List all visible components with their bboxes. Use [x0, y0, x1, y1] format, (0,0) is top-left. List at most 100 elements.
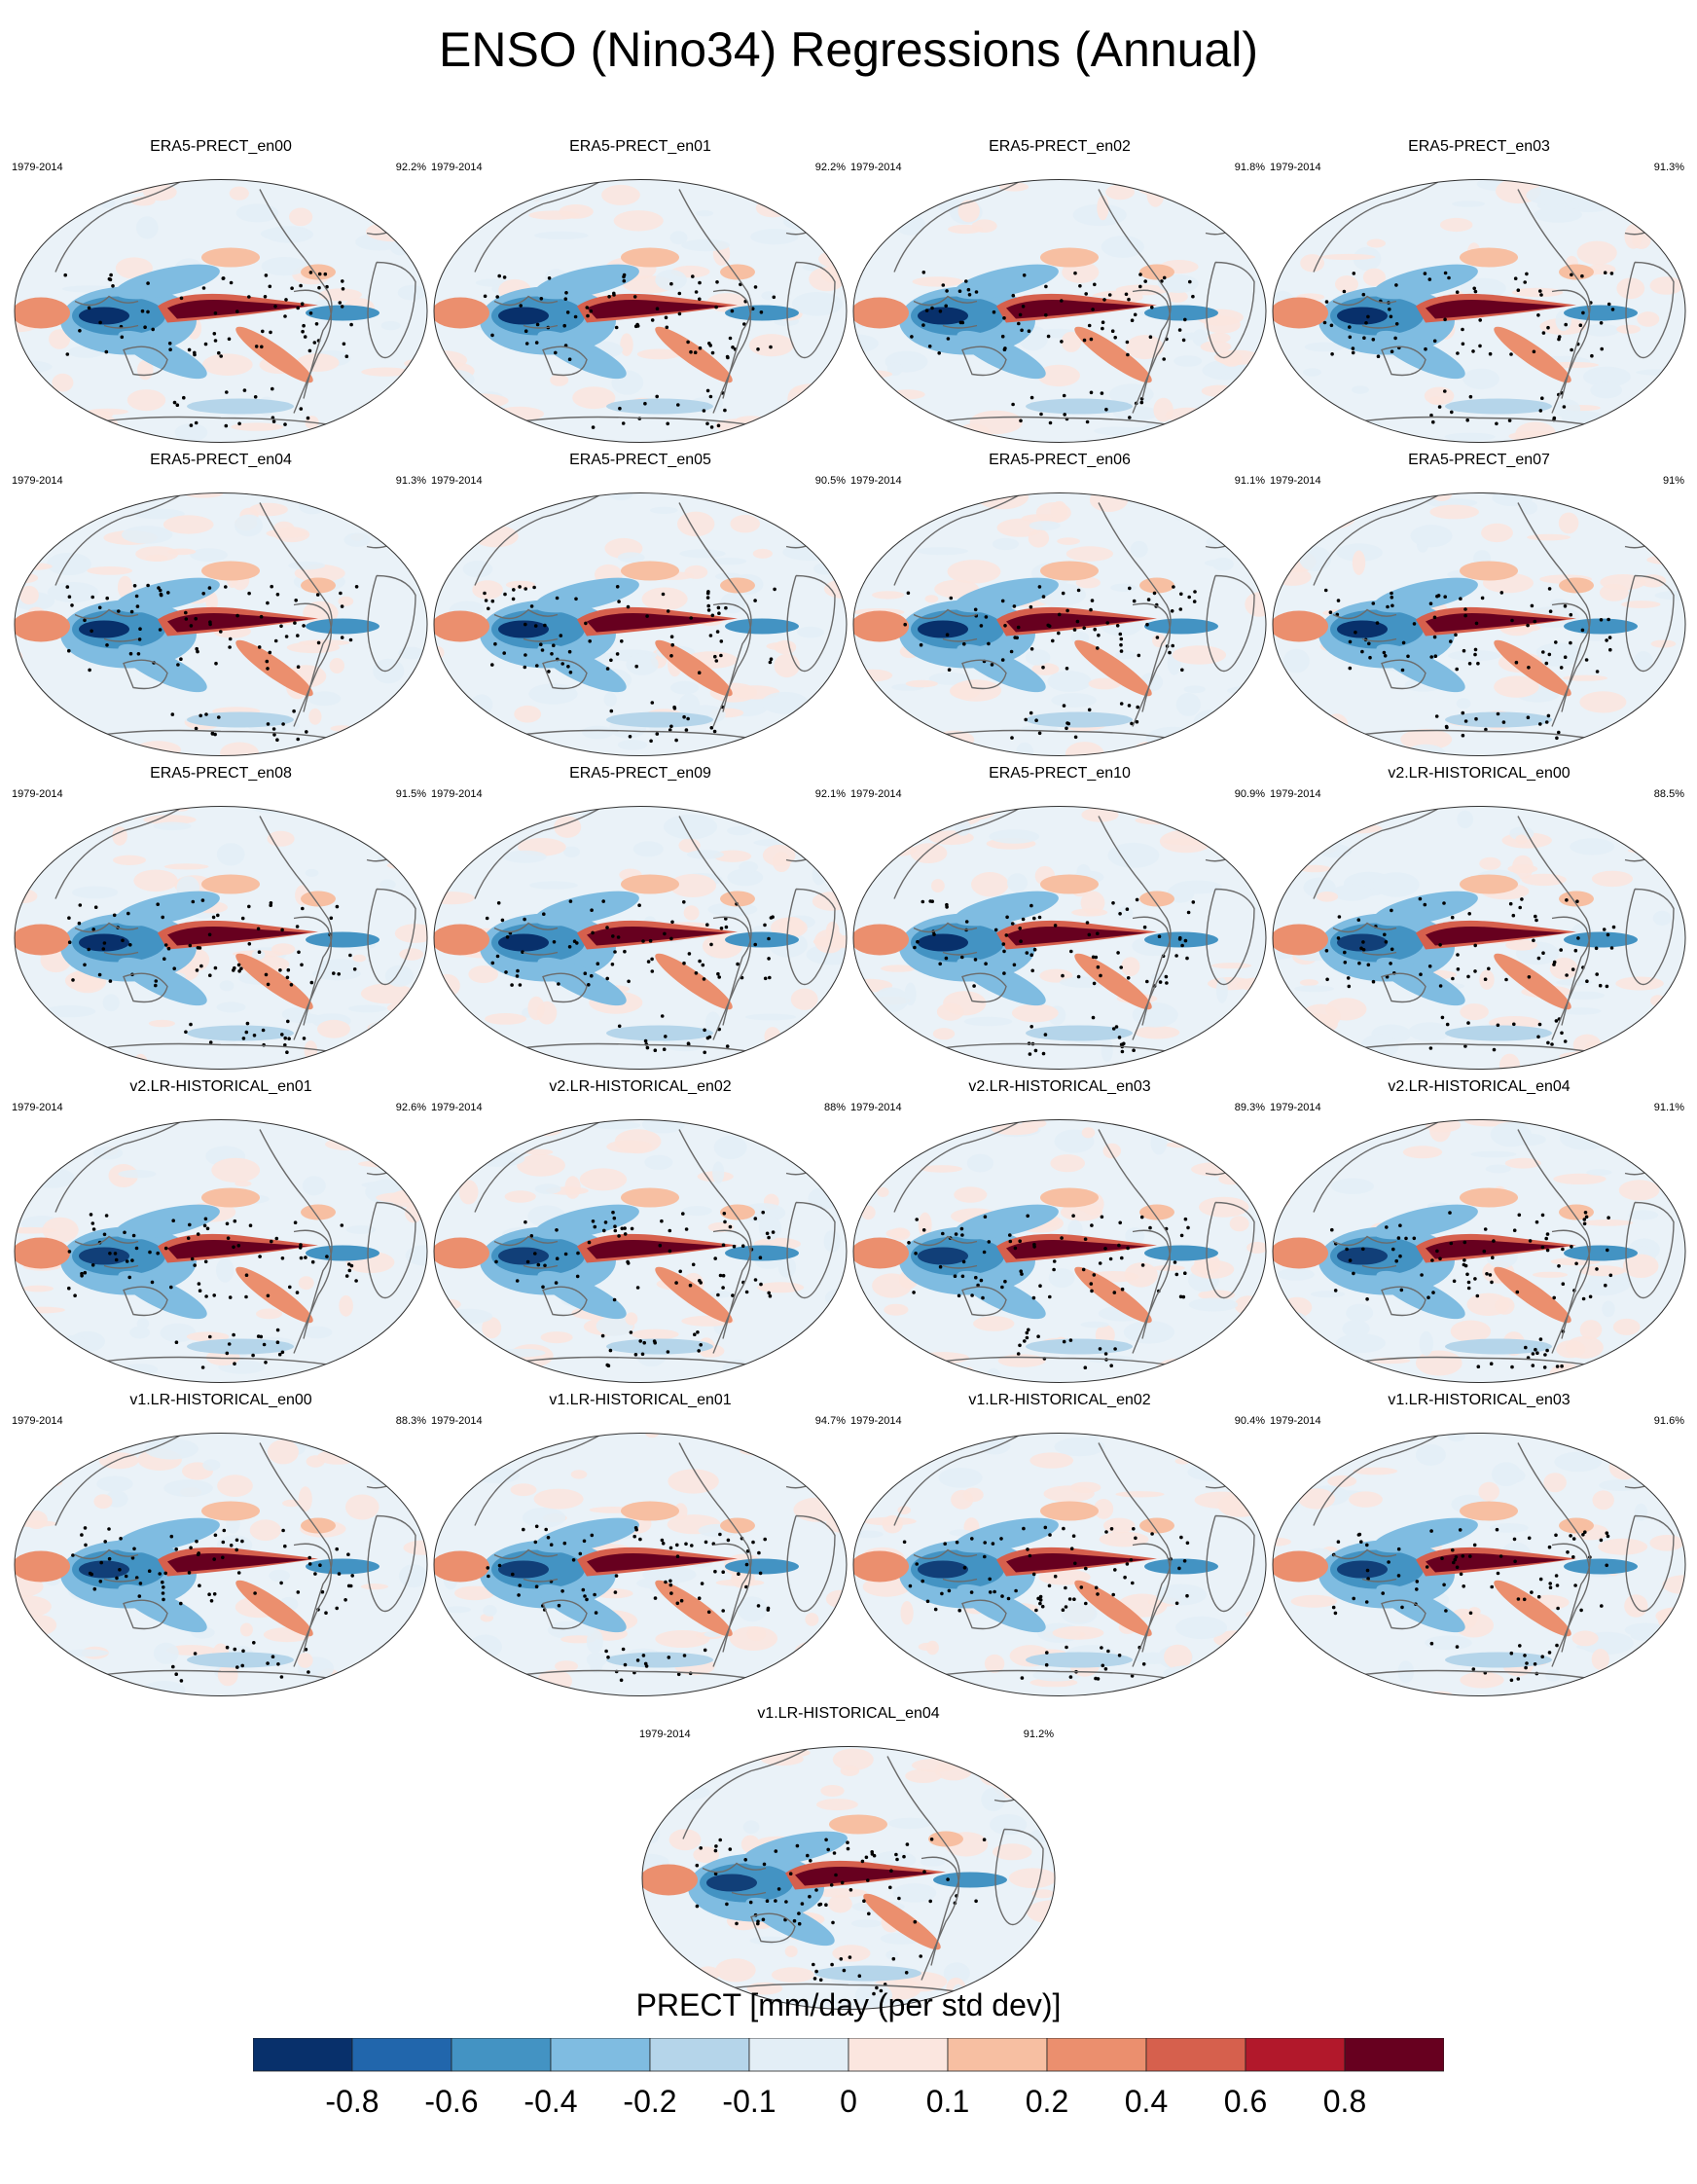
field-patch	[696, 210, 713, 217]
negative-anomaly	[706, 1874, 757, 1892]
panel-percentage: 91.1%	[1653, 1102, 1684, 1113]
significance-dot	[1186, 910, 1191, 915]
field-patch	[1218, 1126, 1247, 1150]
panel-period: 1979-2014	[431, 162, 483, 173]
significance-dot	[765, 1231, 770, 1236]
significance-dot	[1002, 971, 1006, 975]
panel-title: v2.LR-HISTORICAL_en04	[1388, 1078, 1571, 1095]
significance-dot	[518, 1583, 522, 1587]
significance-dot	[1537, 1022, 1542, 1027]
significance-dot	[182, 395, 186, 400]
panel-title: v1.LR-HISTORICAL_en00	[129, 1392, 312, 1408]
field-patch	[1097, 195, 1109, 221]
significance-dot	[1110, 329, 1115, 333]
significance-dot	[611, 1210, 615, 1215]
significance-dot	[176, 663, 180, 667]
panel-title: ERA5-PRECT_en00	[150, 138, 292, 155]
significance-dot	[1526, 715, 1531, 719]
significance-dot	[1140, 1263, 1145, 1267]
field-patch	[924, 595, 939, 603]
significance-dot	[1168, 650, 1172, 655]
significance-dot	[1504, 977, 1508, 982]
significance-dot	[90, 1572, 93, 1577]
positive-anomaly	[301, 1517, 336, 1534]
field-patch	[462, 561, 493, 578]
significance-dot	[676, 403, 680, 407]
significance-dot	[1490, 1280, 1494, 1285]
significance-dot	[179, 296, 184, 301]
positive-anomaly	[1074, 326, 1152, 383]
significance-dot	[768, 660, 773, 665]
significance-dot	[591, 1219, 596, 1223]
field-patch	[473, 525, 519, 548]
significance-dot	[1398, 1223, 1402, 1227]
significance-dot	[563, 297, 568, 301]
field-patch	[1485, 1164, 1511, 1174]
significance-dot	[587, 983, 591, 987]
significance-dot	[769, 657, 774, 661]
significance-dot	[590, 908, 594, 912]
negative-anomaly	[498, 1247, 549, 1265]
field-patch	[664, 814, 718, 840]
significance-dot	[661, 1542, 666, 1546]
field-patch	[649, 506, 678, 514]
field-patch	[39, 1138, 62, 1157]
significance-dot	[1483, 1227, 1488, 1231]
significance-dot	[229, 1544, 234, 1547]
significance-dot	[958, 320, 963, 325]
significance-dot	[159, 592, 163, 597]
significance-dot	[1323, 588, 1328, 593]
significance-dot	[1045, 1651, 1049, 1655]
significance-dot	[347, 1262, 351, 1266]
significance-dot	[264, 273, 269, 277]
significance-dot	[629, 1330, 633, 1334]
field-patch	[1048, 1268, 1075, 1289]
significance-dot	[156, 902, 160, 906]
field-patch	[1007, 1959, 1049, 1978]
significance-dot	[314, 322, 319, 326]
field-patch	[1028, 528, 1050, 548]
significance-dot	[1566, 1550, 1570, 1554]
field-patch	[828, 1894, 852, 1913]
significance-dot	[1541, 650, 1545, 654]
significance-dot	[987, 641, 991, 646]
field-patch	[632, 1329, 679, 1340]
field-patch	[298, 1276, 314, 1291]
field-patch	[1051, 693, 1097, 708]
significance-dot	[1097, 633, 1101, 637]
significance-dot	[1545, 1248, 1550, 1253]
significance-dot	[550, 652, 554, 656]
significance-dot	[1449, 1241, 1454, 1246]
significance-dot	[273, 305, 277, 309]
significance-dot	[967, 293, 972, 297]
negative-anomaly	[954, 1204, 1059, 1240]
significance-dot	[1351, 346, 1355, 350]
significance-dot	[1008, 1239, 1013, 1244]
significance-dot	[1052, 1259, 1057, 1263]
field-patch	[940, 1370, 976, 1383]
significance-dot	[71, 978, 75, 982]
regression-map	[433, 179, 848, 443]
coastline	[712, 1543, 751, 1667]
significance-dot	[212, 1293, 216, 1297]
map-border	[14, 1433, 428, 1696]
significance-dot	[1141, 1662, 1146, 1666]
field-patch	[315, 1119, 357, 1133]
significance-dot	[705, 591, 710, 596]
field-patch	[748, 1061, 772, 1070]
map-border	[1272, 179, 1686, 443]
positive-anomaly	[1074, 953, 1152, 1010]
significance-dot	[197, 1282, 201, 1286]
significance-dot	[1111, 1592, 1115, 1597]
significance-dot	[1068, 1338, 1073, 1342]
significance-dot	[695, 1904, 700, 1909]
field-patch	[1198, 1365, 1221, 1383]
field-patch	[669, 874, 716, 897]
positive-anomaly	[1273, 924, 1328, 956]
significance-dot	[1449, 639, 1453, 643]
field-patch	[784, 1946, 798, 1957]
significance-dot	[753, 942, 757, 947]
significance-dot	[1583, 1211, 1588, 1215]
field-patch	[1273, 1355, 1287, 1377]
colorbar-swatch	[253, 2038, 353, 2072]
